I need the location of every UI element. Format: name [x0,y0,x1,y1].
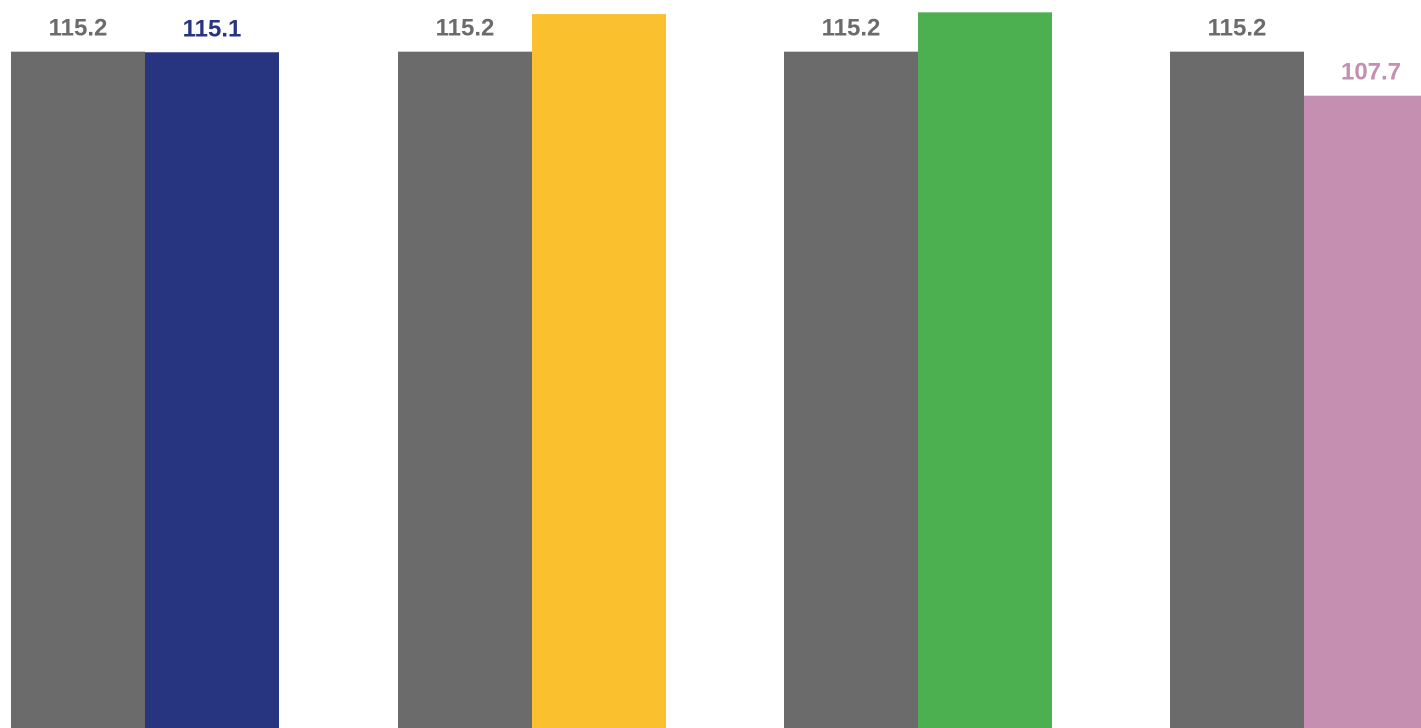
bar-group-4: 115.2 107.7 [1170,15,1421,728]
data-label-1-2: 115.1 [183,15,242,42]
bar-2-1 [398,51,532,728]
bar-1-1 [11,51,145,728]
data-label-4-1: 115.2 [1208,15,1267,42]
bar-group-1: 115.2 115.1 [11,15,279,728]
data-label-1-1: 115.2 [49,15,108,42]
data-label-3-2: 121.9 [955,0,1015,2]
data-label-4-2: 107.7 [1341,59,1401,86]
bar-group-2: 115.2 121.6 [398,0,666,728]
bar-2-2 [532,14,666,728]
bar-4-1 [1170,51,1304,728]
data-label-2-1: 115.2 [436,15,495,42]
bar-3-2 [918,12,1052,728]
bar-4-2 [1304,95,1421,728]
bar-group-3: 115.2 121.9 [784,0,1052,728]
bar-1-2 [145,52,279,728]
data-label-2-2: 121.6 [569,0,629,4]
bar-3-1 [784,51,918,728]
data-label-3-1: 115.2 [822,15,881,42]
